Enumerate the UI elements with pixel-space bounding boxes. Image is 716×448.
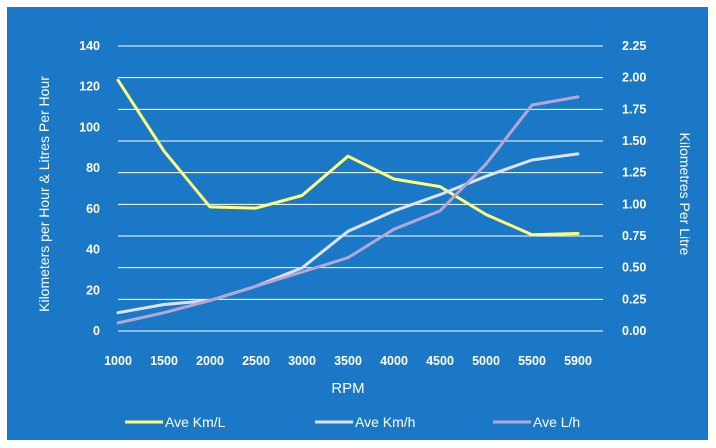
- x-axis-label: RPM: [331, 380, 364, 397]
- x-axis-ticks: 1000 1500 2000 2500 3000 3500 4000 4500 5000 5500…: [104, 354, 592, 368]
- x-tick-label: 3500: [334, 354, 362, 368]
- x-tick-label: 1000: [104, 354, 132, 368]
- right-tick-label: 1.50: [622, 134, 646, 148]
- legend-label-ave-km-l: Ave Km/L: [165, 414, 226, 430]
- x-tick-label: 2500: [242, 354, 270, 368]
- gridlines: [118, 45, 603, 332]
- series-line-ave-km-h: [116, 152, 580, 315]
- right-tick-label: 2.25: [622, 39, 646, 53]
- series-line-ave-km-l: [116, 78, 580, 237]
- chart-panel: [7, 7, 708, 440]
- left-tick-label: 60: [86, 202, 100, 216]
- series-lines: [116, 78, 580, 325]
- left-tick-label: 40: [86, 243, 100, 257]
- series-line-ave-l-h: [116, 95, 580, 325]
- right-tick-label: 0.75: [622, 229, 646, 243]
- right-tick-label: 2.00: [622, 71, 646, 85]
- left-tick-label: 140: [79, 39, 100, 53]
- right-axis-ticks: 0.00 0.25 0.50 0.75 1.00 1.25 1.50 1.75 2.00 2.25: [622, 39, 646, 338]
- left-tick-label: 80: [86, 161, 100, 175]
- left-axis-ticks: 0 20 40 60 80 100 120 140: [79, 39, 100, 338]
- right-tick-label: 1.00: [622, 197, 646, 211]
- left-tick-label: 20: [86, 283, 100, 297]
- legend-label-ave-km-h: Ave Km/h: [355, 414, 415, 430]
- legend-label-ave-l-h: Ave L/h: [533, 414, 580, 430]
- right-axis-label: Kilometres Per Litre: [677, 133, 693, 256]
- x-tick-label: 3000: [288, 354, 316, 368]
- x-tick-label: 4000: [380, 354, 408, 368]
- x-tick-label: 5900: [564, 354, 592, 368]
- right-tick-label: 0.25: [622, 292, 646, 306]
- legend: Ave Km/L Ave Km/h Ave L/h: [125, 414, 580, 430]
- right-tick-label: 1.25: [622, 166, 646, 180]
- right-tick-label: 0.00: [622, 324, 646, 338]
- x-tick-label: 5000: [472, 354, 500, 368]
- x-tick-label: 1500: [150, 354, 178, 368]
- left-tick-label: 100: [79, 120, 100, 134]
- right-tick-label: 1.75: [622, 102, 646, 116]
- left-tick-label: 120: [79, 80, 100, 94]
- right-tick-label: 0.50: [622, 261, 646, 275]
- left-tick-label: 0: [93, 324, 100, 338]
- x-tick-label: 2000: [196, 354, 224, 368]
- left-axis-label: Kilometers per Hour & Litres Per Hour: [36, 76, 52, 312]
- x-tick-label: 4500: [426, 354, 454, 368]
- x-tick-label: 5500: [518, 354, 546, 368]
